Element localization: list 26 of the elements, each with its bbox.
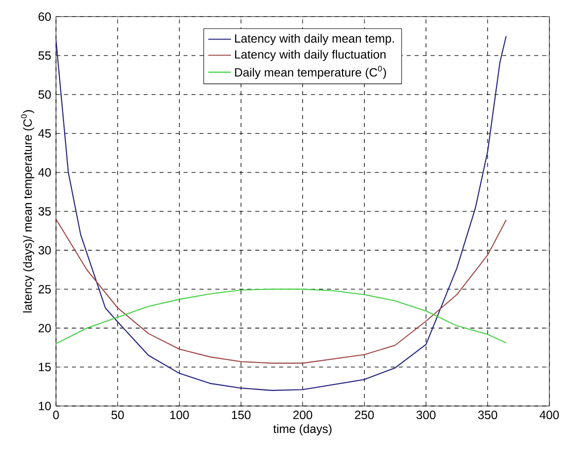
legend-label: Latency with daily fluctuation — [235, 50, 386, 62]
line-series — [56, 218, 507, 364]
x-tick-label: 300 — [416, 410, 436, 420]
y-axis-title: latency (days)/ mean temperature (C$^{0}$) — [21, 110, 34, 312]
y-tick-label: 15 — [38, 362, 51, 372]
y-tick-label: 10 — [38, 402, 51, 410]
x-axis-title: time (days) — [273, 424, 332, 436]
x-tick-label: 100 — [170, 410, 189, 420]
x-tick-label: 400 — [540, 410, 559, 420]
y-tick-label: 60 — [38, 12, 51, 21]
y-tick-label: 55 — [38, 51, 51, 60]
y-tick-label: 35 — [38, 207, 51, 216]
y-tick-label: 50 — [38, 90, 51, 99]
y-tick-label: 20 — [38, 324, 51, 332]
x-tick-label: 200 — [293, 410, 312, 420]
x-tick-label: 250 — [354, 410, 374, 420]
y-tick-label: 25 — [38, 284, 51, 294]
legend-label: Latency with daily mean temp. — [235, 34, 394, 46]
x-tick-label: 50 — [112, 410, 124, 420]
x-tick-label: 350 — [478, 410, 498, 420]
x-tick-label: 0 — [53, 410, 59, 420]
y-tick-label: 40 — [38, 168, 51, 177]
y-tick-label: 45 — [38, 129, 51, 138]
x-tick-label: 150 — [232, 410, 251, 420]
y-tick-label: 30 — [38, 246, 51, 255]
legend-label: Daily mean temperature (C$^{0}$) — [235, 66, 386, 79]
